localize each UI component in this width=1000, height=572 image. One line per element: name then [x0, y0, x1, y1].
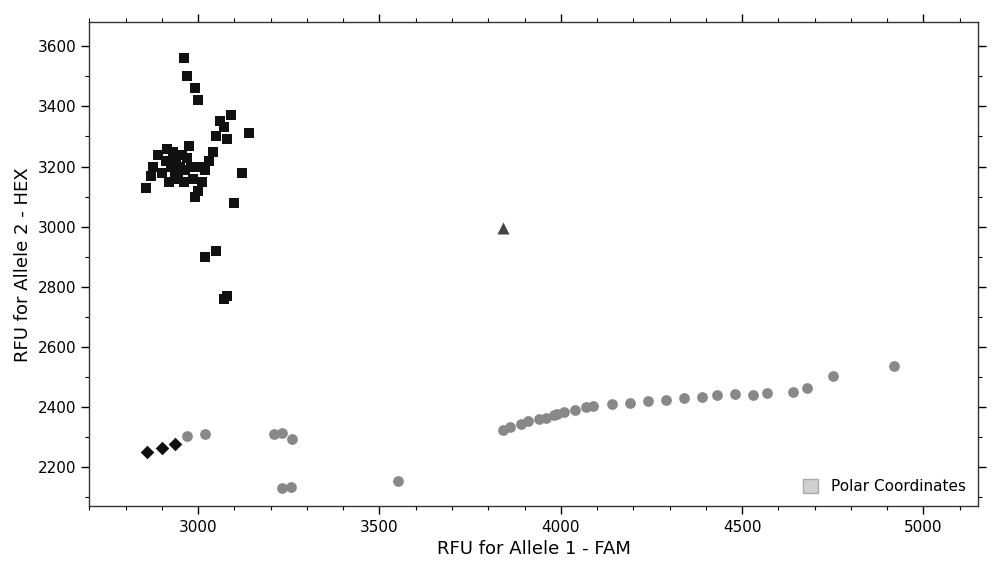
Point	[205, 147, 221, 156]
Legend: Polar Coordinates: Polar Coordinates	[798, 475, 970, 499]
Point	[216, 295, 232, 304]
Point	[201, 156, 217, 165]
Point	[176, 54, 192, 63]
Point	[694, 392, 710, 401]
Point	[197, 165, 213, 174]
Point	[266, 430, 282, 439]
Point	[502, 422, 518, 431]
Point	[234, 168, 250, 177]
Point	[143, 171, 159, 180]
Point	[145, 162, 161, 171]
Point	[745, 391, 761, 400]
Point	[179, 431, 195, 440]
X-axis label: RFU for Allele 1 - FAM: RFU for Allele 1 - FAM	[437, 540, 631, 558]
Point	[177, 165, 193, 174]
Point	[187, 84, 203, 93]
Point	[161, 177, 177, 186]
Point	[154, 443, 170, 452]
Point	[223, 111, 239, 120]
Point	[208, 246, 224, 255]
Point	[192, 162, 208, 171]
Point	[283, 482, 299, 491]
Point	[531, 415, 547, 424]
Point	[799, 383, 815, 392]
Point	[709, 391, 725, 400]
Point	[216, 123, 232, 132]
Point	[197, 430, 213, 439]
Point	[578, 403, 594, 412]
Y-axis label: RFU for Allele 2 - HEX: RFU for Allele 2 - HEX	[14, 167, 32, 362]
Point	[640, 396, 656, 406]
Point	[274, 484, 290, 493]
Point	[567, 406, 583, 415]
Point	[495, 224, 511, 233]
Point	[138, 183, 154, 192]
Point	[556, 407, 572, 416]
Point	[825, 371, 841, 380]
Point	[194, 177, 210, 186]
Point	[585, 401, 601, 410]
Point	[546, 410, 562, 419]
Point	[226, 198, 242, 207]
Point	[190, 186, 206, 195]
Point	[219, 291, 235, 300]
Point	[179, 72, 195, 81]
Point	[179, 153, 195, 162]
Point	[167, 439, 183, 448]
Point	[759, 388, 775, 398]
Point	[176, 177, 192, 186]
Point	[167, 168, 183, 177]
Point	[170, 174, 186, 183]
Point	[219, 135, 235, 144]
Point	[727, 389, 743, 398]
Point	[150, 150, 166, 159]
Point	[174, 150, 190, 159]
Point	[284, 434, 300, 443]
Point	[154, 168, 170, 177]
Point	[513, 419, 529, 428]
Point	[208, 132, 224, 141]
Point	[187, 192, 203, 201]
Point	[274, 428, 290, 437]
Point	[183, 162, 199, 171]
Point	[139, 448, 155, 457]
Point	[212, 117, 228, 126]
Point	[495, 425, 511, 434]
Point	[241, 129, 257, 138]
Point	[390, 476, 406, 486]
Point	[676, 394, 692, 403]
Point	[549, 409, 565, 418]
Point	[165, 147, 181, 156]
Point	[886, 361, 902, 370]
Point	[185, 174, 201, 183]
Point	[604, 400, 620, 409]
Point	[172, 162, 188, 171]
Point	[622, 398, 638, 407]
Point	[159, 144, 175, 153]
Point	[181, 141, 197, 150]
Point	[520, 416, 536, 425]
Point	[158, 156, 174, 165]
Point	[658, 395, 674, 404]
Point	[163, 162, 179, 171]
Point	[190, 96, 206, 105]
Point	[538, 413, 554, 422]
Point	[168, 156, 184, 165]
Point	[197, 252, 213, 261]
Point	[785, 387, 801, 396]
